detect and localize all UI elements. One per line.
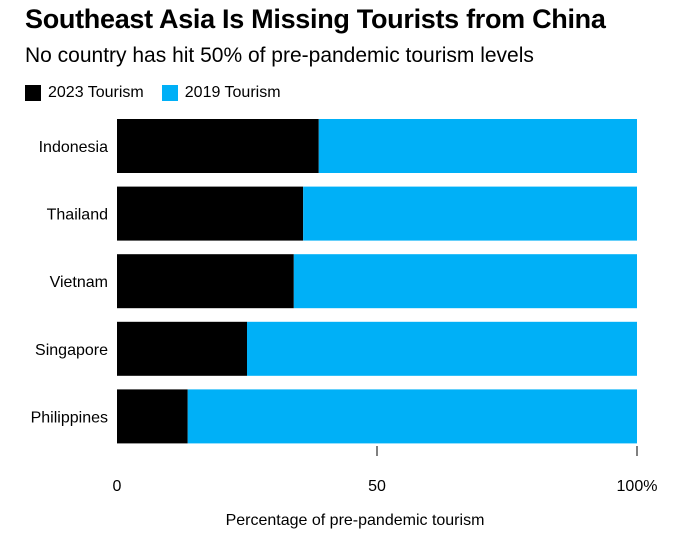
bar-indonesia-2019-tourism <box>318 119 637 173</box>
x-tick-label-50: 50 <box>368 478 386 495</box>
bar-indonesia-2023-tourism <box>117 119 319 173</box>
legend-swatch-2023 <box>25 85 41 101</box>
legend-swatch-2019 <box>161 85 178 101</box>
x-axis: 0 50 100% <box>113 446 658 495</box>
category-label-thailand: Thailand <box>47 207 108 224</box>
bar-philippines-2023-tourism <box>117 389 188 444</box>
x-tick-label-0: 0 <box>113 478 122 495</box>
chart-title: Southeast Asia Is Missing Tourists from … <box>25 4 606 34</box>
category-label-philippines: Philippines <box>31 409 108 426</box>
legend-label-2023: 2023 Tourism <box>48 84 144 101</box>
x-axis-title: Percentage of pre-pandemic tourism <box>226 512 485 529</box>
category-labels: Indonesia Thailand Vietnam Singapore Philipp… <box>31 139 108 426</box>
bar-vietnam-2023-tourism <box>117 254 294 309</box>
bar-singapore-2019-tourism <box>247 321 637 376</box>
legend: 2023 Tourism 2019 Tourism <box>25 84 299 102</box>
bar-vietnam-2019-tourism <box>293 254 637 309</box>
chart-subtitle: No country has hit 50% of pre-pandemic t… <box>25 44 534 67</box>
category-label-vietnam: Vietnam <box>50 274 108 291</box>
legend-item-2019: 2019 Tourism <box>161 84 281 102</box>
category-label-indonesia: Indonesia <box>39 139 108 156</box>
bar-singapore-2023-tourism <box>117 321 247 376</box>
legend-label-2019: 2019 Tourism <box>184 84 281 101</box>
category-label-singapore: Singapore <box>35 342 108 359</box>
bars-group <box>117 119 637 444</box>
bar-thailand-2019-tourism <box>303 186 637 241</box>
bar-philippines-2019-tourism <box>187 389 637 444</box>
bar-thailand-2023-tourism <box>117 186 304 241</box>
legend-item-2023: 2023 Tourism <box>25 84 144 102</box>
x-tick-label-100: 100% <box>617 478 658 495</box>
